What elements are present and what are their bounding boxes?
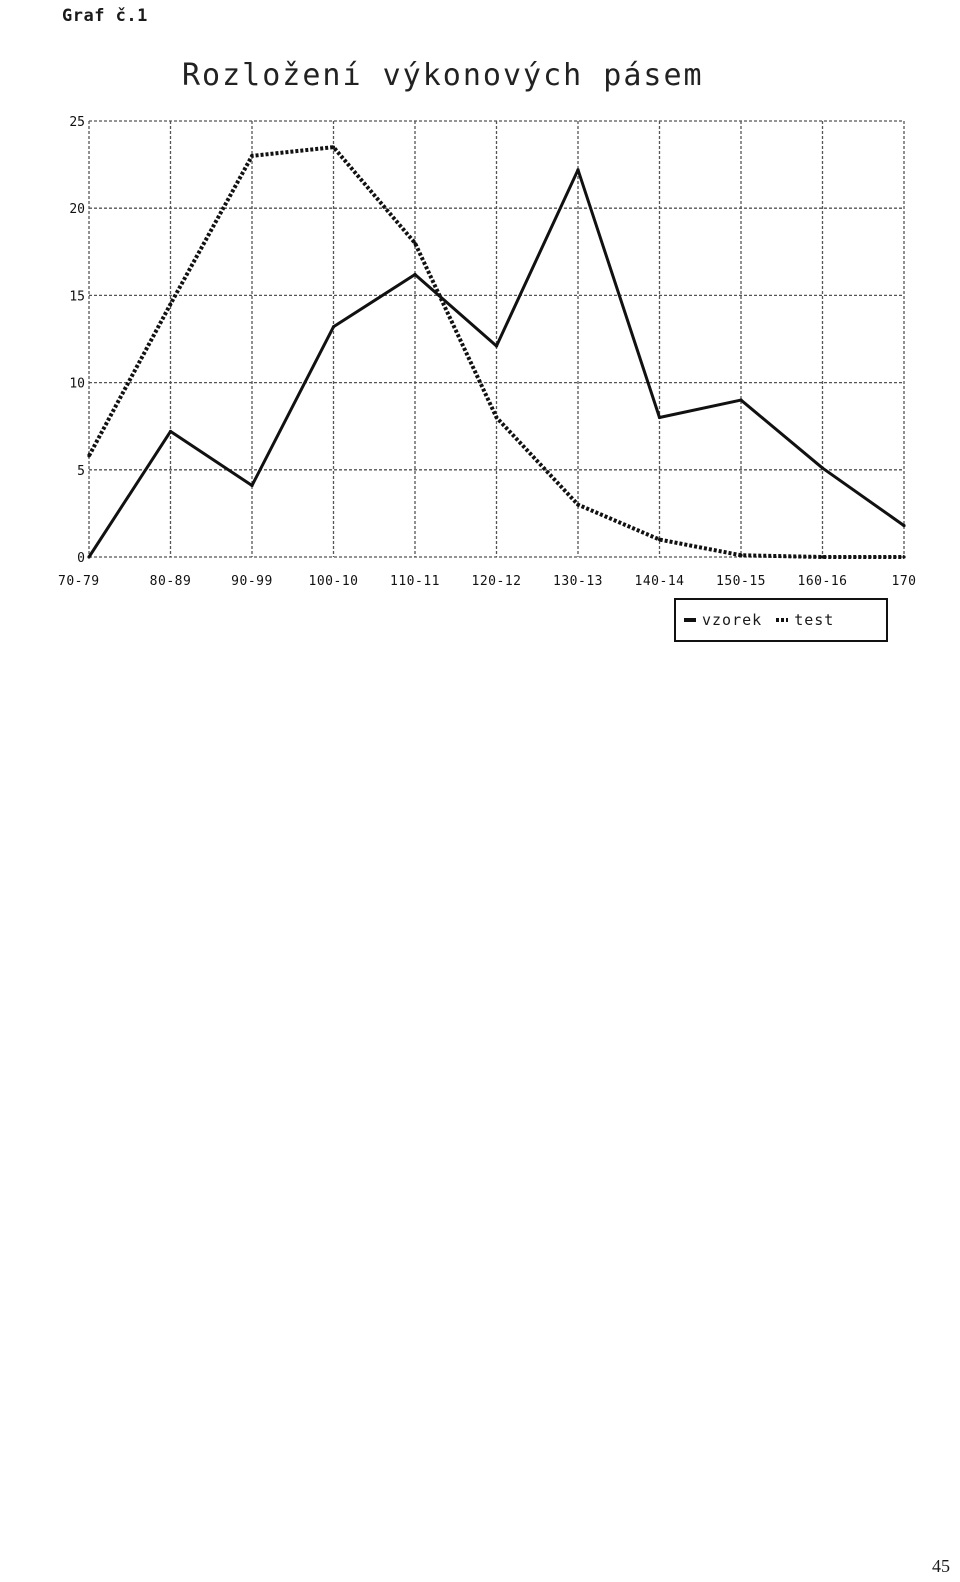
data-point-test (331, 145, 336, 149)
data-point-test (902, 555, 906, 559)
x-tick-label: 90-99 (231, 574, 273, 589)
data-point-test (168, 302, 173, 306)
data-point-test (250, 154, 254, 158)
data-point-vzorek (331, 325, 336, 329)
y-tick-label: 15 (69, 289, 85, 304)
line-chart: 0 5 10 15 20 25 70-79 80-89 90-99 100-10 110-11 12… (58, 115, 916, 589)
x-tick-label: 100-10 (309, 574, 359, 589)
x-tick-label: 80-89 (150, 574, 192, 589)
x-tick-label: 110-11 (390, 574, 440, 589)
data-point-vzorek (820, 466, 825, 470)
x-tick-labels: 70-79 80-89 90-99 100-10 110-11 120-12 130-13 1… (58, 574, 916, 589)
page-number: 45 (932, 1556, 950, 1576)
data-point-test (87, 454, 91, 458)
data-point-test (576, 503, 580, 507)
x-tick-label: 160-16 (798, 574, 848, 589)
y-tick-label: 10 (69, 377, 85, 392)
x-tick-label: 70-79 (58, 574, 100, 589)
data-point-vzorek (250, 483, 254, 488)
data-point-vzorek (413, 272, 417, 277)
data-point-vzorek (87, 555, 91, 559)
x-tick-label: 170 (892, 574, 917, 589)
figure-caption: Graf č.1 (62, 6, 148, 26)
series-lines (87, 145, 906, 559)
data-point-test (413, 241, 417, 245)
data-point-vzorek (902, 524, 906, 528)
legend: vzorek test (674, 598, 888, 642)
legend-item-vzorek: vzorek (684, 611, 762, 629)
x-tick-label: 150-15 (716, 574, 766, 589)
x-tick-label: 140-14 (635, 574, 685, 589)
data-point-vzorek (657, 415, 662, 420)
y-tick-label: 5 (77, 464, 85, 479)
grid (88, 120, 905, 558)
legend-item-test: test (776, 611, 834, 629)
data-point-vzorek (576, 168, 580, 172)
legend-swatch-solid (684, 618, 696, 622)
y-tick-labels: 0 5 10 15 20 25 (69, 115, 85, 566)
data-point-vzorek (494, 344, 499, 348)
y-tick-label: 25 (69, 115, 85, 130)
legend-swatch-dotted (776, 618, 789, 622)
x-tick-label: 130-13 (553, 574, 603, 589)
data-point-vzorek (739, 398, 743, 402)
data-point-test (820, 555, 825, 559)
legend-label-test: test (794, 611, 835, 629)
chart-title: Rozložení výkonových pásem (182, 58, 704, 93)
x-tick-label: 120-12 (472, 574, 522, 589)
data-point-test (494, 415, 499, 420)
data-point-test (739, 553, 743, 557)
data-point-vzorek (168, 429, 173, 434)
legend-label-vzorek: vzorek (702, 611, 763, 629)
y-tick-label: 20 (69, 202, 85, 217)
data-point-test (657, 537, 662, 542)
y-tick-label: 0 (77, 551, 85, 566)
